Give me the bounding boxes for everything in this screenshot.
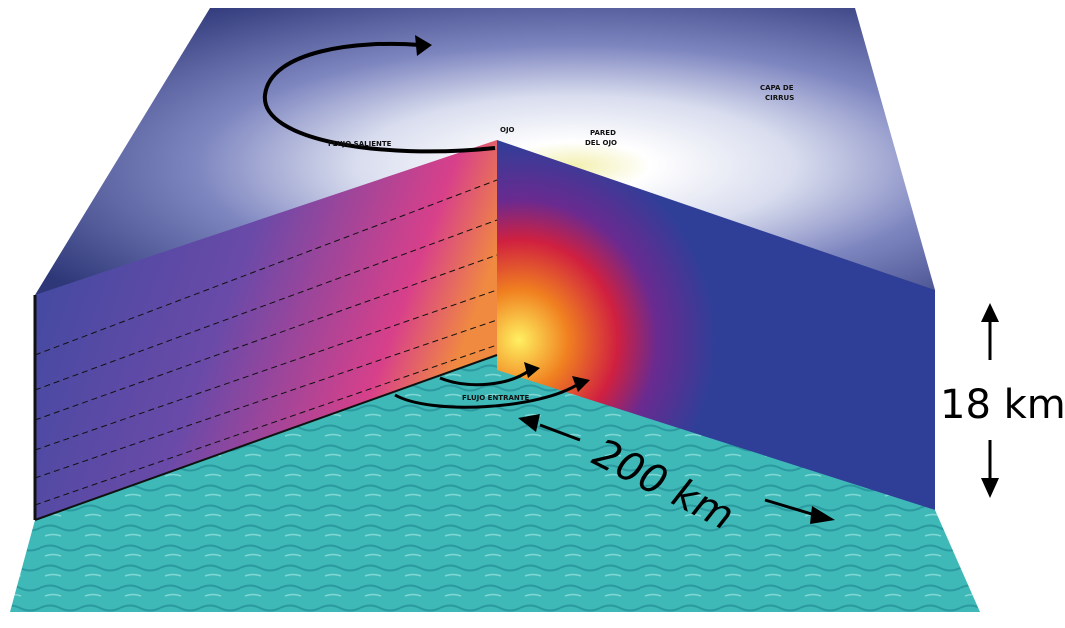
label: OJO bbox=[500, 126, 515, 134]
label-line: CAPA DE bbox=[760, 84, 794, 92]
vertical-scale: 18 km bbox=[940, 382, 1065, 428]
label-line: PARED bbox=[590, 129, 616, 137]
label: FLUJO SALIENTE bbox=[328, 140, 392, 148]
hurricane-diagram: FLUJO SALIENTE OJO PARED DEL OJO CAPA DE… bbox=[0, 0, 1065, 628]
label-line: CIRRUS bbox=[765, 94, 794, 102]
label: FLUJO ENTRANTE bbox=[462, 394, 530, 402]
label-line: DEL OJO bbox=[585, 139, 617, 147]
